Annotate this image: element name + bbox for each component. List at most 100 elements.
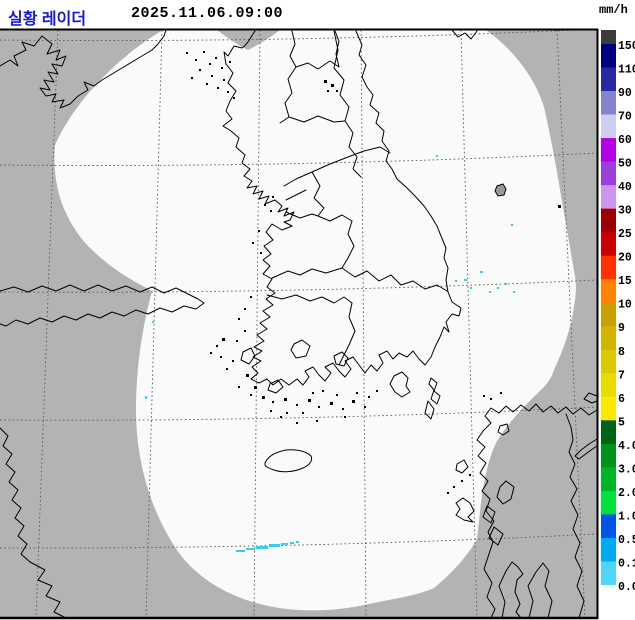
- legend-label: 4.0: [618, 440, 635, 453]
- precip-echo: [145, 396, 147, 399]
- precip-echo: [436, 155, 438, 157]
- legend-colorbar: [601, 30, 616, 610]
- legend-label: 10: [618, 299, 632, 312]
- border-sk-7: [338, 302, 356, 366]
- legend-color-segment: [601, 91, 616, 115]
- precip-echo: [455, 280, 457, 282]
- legend-color-segment: [601, 537, 616, 562]
- precip-echo: [236, 550, 245, 552]
- legend-color-segment: [601, 396, 616, 421]
- legend-color-segment: [601, 208, 616, 233]
- legend-label: 0.0: [618, 581, 635, 594]
- precip-echo: [511, 224, 513, 226]
- legend-label: 25: [618, 228, 632, 241]
- legend-color-segment: [601, 302, 616, 327]
- border-sk-4: [271, 267, 343, 279]
- precipitation-echoes: [145, 155, 515, 552]
- border-sk-2: [285, 211, 353, 222]
- legend-color-segment: [601, 114, 616, 139]
- precip-echo: [464, 279, 467, 281]
- coast-goto: [455, 497, 475, 523]
- legend-label: 6: [618, 393, 625, 406]
- legend-label: 30: [618, 205, 632, 218]
- coast-ulleungdo: [494, 183, 507, 197]
- page-title: 실황 레이더: [8, 11, 87, 28]
- coast-wando: [267, 379, 284, 394]
- legend-color-segment: [601, 44, 616, 68]
- precip-echo: [470, 287, 472, 289]
- coast-russia-fragment: [451, 29, 478, 40]
- legend-label: 0.5: [618, 534, 635, 547]
- coast-kyushu-east: [565, 413, 585, 619]
- legend-label: 5: [618, 416, 625, 429]
- legend-color-segment: [601, 373, 616, 398]
- legend-label: 70: [618, 111, 632, 124]
- graticule-grid: [0, 28, 598, 619]
- coast-tsushima: [424, 377, 441, 420]
- precip-echo: [505, 283, 507, 285]
- coast-kyushu: [476, 403, 598, 619]
- legend-color-segment: [601, 490, 616, 515]
- border-dmz: [283, 146, 391, 187]
- radar-coverage-area: [54, 30, 576, 611]
- legend-label: 110: [618, 64, 635, 77]
- legend-label: 2.0: [618, 487, 635, 500]
- precip-echo: [513, 291, 515, 293]
- coast-korea-peninsula: [222, 30, 462, 386]
- legend-label: 40: [618, 181, 632, 194]
- legend-color-segment: [601, 279, 616, 304]
- coast-jeju: [264, 449, 313, 473]
- legend-color-segment: [601, 161, 616, 186]
- legend-label: 15: [618, 275, 632, 288]
- legend-label: 8: [618, 346, 625, 359]
- timestamp: 2025.11.06.09:00: [131, 5, 284, 22]
- precip-echo: [290, 542, 294, 544]
- border-sk-6: [266, 294, 353, 304]
- coast-china-shandong: [0, 284, 205, 327]
- coast-china-south: [0, 427, 67, 619]
- legend-color-segment: [601, 255, 616, 280]
- coast-dokdo: [558, 205, 561, 208]
- legend-color-segment: [601, 67, 616, 92]
- legend-color-segment: [601, 514, 616, 539]
- legend-color-segment: [601, 232, 616, 257]
- legend-color-segment: [601, 30, 616, 45]
- precip-echo: [296, 541, 299, 543]
- precip-echo: [269, 544, 280, 547]
- coast-china-liaodong: [0, 29, 167, 109]
- legend-label: 3.0: [618, 463, 635, 476]
- legend-color-segment: [601, 138, 616, 162]
- legend-color-segment: [601, 584, 616, 610]
- legend-label: 90: [618, 87, 632, 100]
- precip-echo: [256, 546, 268, 549]
- precip-echo: [480, 271, 483, 273]
- legend-color-segment: [601, 561, 616, 586]
- precip-echo: [246, 548, 255, 550]
- legend-label: 50: [618, 158, 632, 171]
- coast-iki: [497, 423, 510, 436]
- border-sk-1: [311, 171, 325, 217]
- coast-geoje: [389, 371, 411, 398]
- legend-label: 7: [618, 369, 625, 382]
- coast-shimabara: [496, 480, 515, 505]
- legend-label: 9: [618, 322, 625, 335]
- precip-echo: [489, 291, 491, 293]
- legend-color-segment: [601, 349, 616, 374]
- legend-color-segment: [601, 420, 616, 445]
- border-nk-1: [279, 30, 297, 124]
- legend-color-segment: [601, 443, 616, 468]
- border-nk-4: [288, 115, 346, 123]
- legend-label: 150: [618, 40, 635, 53]
- coast-hirado: [455, 459, 469, 474]
- coast-jindo: [240, 347, 256, 365]
- border-sk-loop: [290, 339, 311, 359]
- legend-scale-labels: 150 110 90 70 60 50 40 30 25 20 15 10 9 8 7 6 5 4.0 3.0 2.0…: [618, 40, 635, 594]
- legend-label: 60: [618, 134, 632, 147]
- coastlines: [0, 29, 598, 619]
- precip-echo: [281, 543, 288, 545]
- coast-namhae: [333, 351, 349, 367]
- precip-echo: [152, 321, 154, 323]
- coast-amakusa: [482, 505, 504, 546]
